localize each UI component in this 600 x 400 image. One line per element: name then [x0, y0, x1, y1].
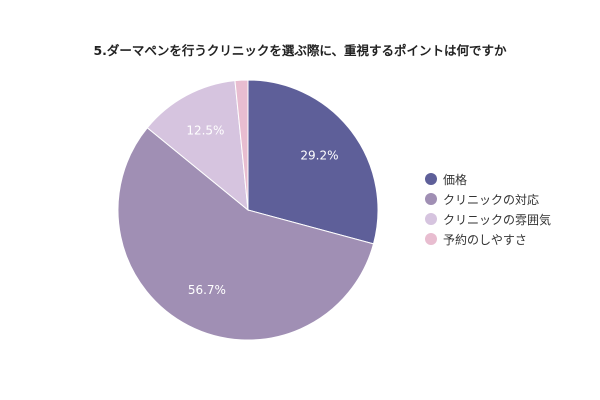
legend-label-clinic-response: クリニックの対応	[443, 192, 540, 207]
pie-slice-price[interactable]	[247, 79, 379, 245]
pie-slices	[117, 79, 379, 341]
legend-item-clinic-response[interactable]: クリニックの対応	[425, 189, 551, 209]
pie-slice-clinic-response[interactable]	[117, 127, 375, 341]
data-label-price: 29.2%	[300, 148, 338, 162]
legend: 価格 クリニックの対応 クリニックの雰囲気 予約のしやすさ	[425, 169, 551, 249]
legend-label-price: 価格	[443, 172, 468, 187]
pie-data-labels: 29.2% 56.7% 12.5%	[186, 124, 338, 297]
pie-slice-clinic-atmosphere[interactable]	[146, 80, 249, 212]
pie-slice-ease-of-booking[interactable]	[234, 79, 249, 211]
data-label-clinic-response: 56.7%	[188, 283, 226, 297]
legend-label-clinic-atmosphere: クリニックの雰囲気	[443, 212, 552, 227]
legend-item-ease-of-booking[interactable]: 予約のしやすさ	[425, 229, 551, 249]
legend-item-clinic-atmosphere[interactable]: クリニックの雰囲気	[425, 209, 551, 229]
legend-swatch-price	[425, 173, 437, 185]
legend-item-price[interactable]: 価格	[425, 169, 551, 189]
data-label-clinic-atmosphere: 12.5%	[186, 124, 224, 138]
legend-label-ease-of-booking: 予約のしやすさ	[443, 232, 527, 247]
legend-swatch-ease-of-booking	[425, 233, 437, 245]
legend-swatch-clinic-response	[425, 193, 437, 205]
chart-title: 5.ダーマペンを行うクリニックを選ぶ際に、重視するポイントは何ですか	[93, 43, 507, 58]
legend-swatch-clinic-atmosphere	[425, 213, 437, 225]
